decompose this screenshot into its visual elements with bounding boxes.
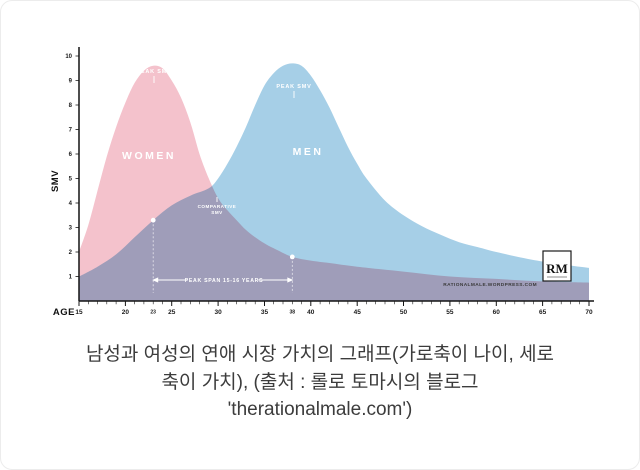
- x-tick-label: 25: [168, 309, 176, 316]
- peak-span-label: PEAK SPAN 15-16 YEARS: [185, 278, 264, 284]
- y-tick-label: 9: [69, 79, 73, 85]
- y-tick-label: 8: [69, 103, 73, 109]
- x-tick-label: 45: [354, 309, 362, 316]
- x-tick-label: 40: [307, 309, 315, 316]
- y-tick-label: 6: [69, 152, 73, 158]
- x-tick-label: 35: [261, 309, 269, 316]
- y-tick-label: 7: [69, 128, 73, 134]
- comparative-smv-marker: [150, 217, 156, 223]
- y-tick-label: 5: [69, 177, 73, 183]
- peak-span-arrowhead-right-icon: [287, 277, 294, 283]
- chart-dynamic-layer: [150, 217, 295, 293]
- x-tick-label: 30: [214, 309, 222, 316]
- y-axis-title: SMV: [50, 170, 61, 192]
- caption-line: 'therationalmale.com'): [227, 399, 413, 421]
- watermark-text: RATIONALMALE.WORDPRESS.COM: [443, 282, 537, 288]
- comparative-smv-label-line1: COMPARATIVE: [198, 204, 237, 209]
- y-tick-label: 1: [69, 275, 73, 281]
- men-region-label: MEN: [293, 146, 324, 158]
- y-tick-label: 10: [65, 54, 72, 60]
- rm-logo-monogram: RM: [546, 261, 568, 276]
- men-curve-area: [79, 63, 589, 302]
- x-axis-title: AGE: [53, 307, 75, 318]
- peak-span-arrowhead-left-icon: [152, 277, 159, 283]
- caption-line: 축이 가치), (출처 : 롤로 토마시의 블로그: [161, 371, 479, 393]
- y-ticks: 10 9 8 7 6 5 4 3 2 1: [65, 54, 79, 281]
- chart-annotations: WOMEN MEN PEAK SMV PEAK SMV COMPARATIVE …: [122, 69, 572, 288]
- comparative-smv-marker: [289, 254, 295, 260]
- caption: 남성과 여성의 연애 시장 가치의 그래프(가로축이 나이, 세로 축이 가치)…: [1, 341, 639, 424]
- y-tick-label: 2: [69, 250, 73, 256]
- x-tick-label: 55: [446, 309, 454, 316]
- men-peak-label: PEAK SMV: [276, 84, 311, 90]
- x-tick-label: 70: [585, 309, 593, 316]
- x-peak-tick-label: 23: [150, 310, 156, 316]
- x-tick-label: 15: [75, 309, 83, 316]
- x-tick-label: 65: [539, 309, 547, 316]
- comparative-smv-label-line2: SMV: [211, 210, 223, 215]
- caption-line: 남성과 여성의 연애 시장 가치의 그래프(가로축이 나이, 세로: [85, 344, 555, 365]
- x-tick-label: 50: [400, 309, 408, 316]
- x-tick-label: 20: [122, 309, 130, 316]
- x-tick-label: 60: [493, 309, 501, 316]
- rm-logo: RM: [542, 250, 572, 282]
- smv-chart: 15 20 25 30 35 40 45 50 55 60 65 70 23 38 10 9 8 7 6 5 4 3 2 1…: [1, 1, 639, 331]
- women-region-label: WOMEN: [122, 150, 176, 162]
- x-peak-tick-label: 38: [290, 310, 296, 316]
- x-ticks: 15 20 25 30 35 40 45 50 55 60 65 70 23 38: [75, 301, 593, 316]
- chart-areas: [79, 63, 589, 302]
- y-tick-label: 3: [69, 226, 73, 232]
- women-peak-label: PEAK SMV: [136, 69, 171, 75]
- rm-logo-box: [542, 250, 572, 282]
- y-tick-label: 4: [69, 201, 73, 207]
